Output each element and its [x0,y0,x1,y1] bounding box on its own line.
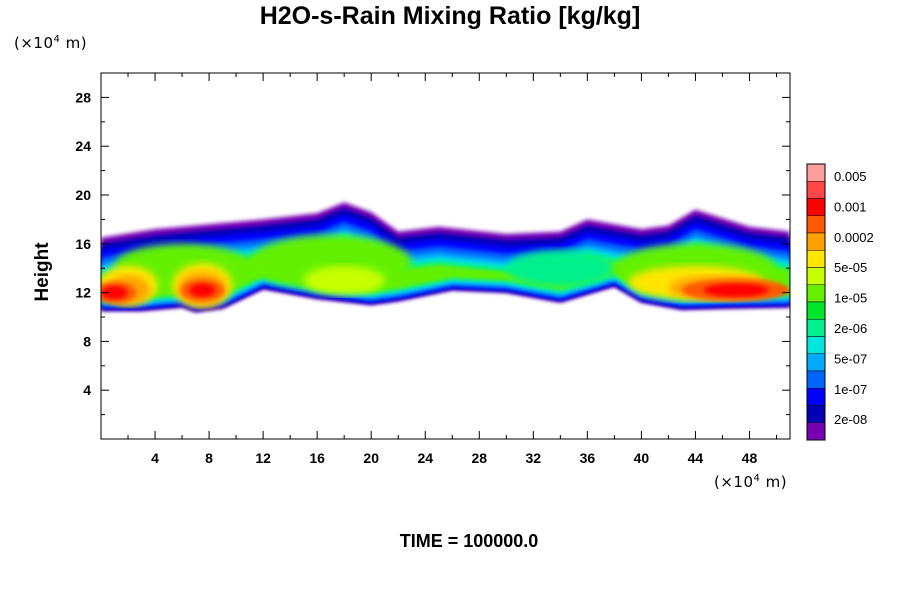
colorbar-swatch [806,250,826,268]
colorbar: 0.005 0.001 0.0002 5e-05 1e-05 2e-06 5e-07 1e-0… [806,163,874,441]
colorbar-swatch [806,232,826,251]
colorbar-label: 5e-07 [834,351,867,366]
y-tick-label: 8 [83,333,91,349]
colorbar-swatch [806,163,826,182]
colorbar-swatch [806,370,826,389]
colorbar-label: 0.0002 [834,230,874,245]
colorbar-swatch [806,181,826,199]
heatmap-core-inner [101,286,128,300]
colorbar-swatch [806,388,826,406]
y-tick-label: 28 [75,89,91,105]
colorbar-label: 0.001 [834,199,867,214]
x-tick-label: 20 [363,450,379,466]
colorbar-swatch [806,405,826,423]
colorbar-label: 2e-08 [834,412,867,427]
colorbar-frame [806,163,826,441]
x-tick-label: 12 [255,450,271,466]
colorbar-swatch [806,336,826,354]
x-tick-label: 16 [309,450,325,466]
heatmap-band [101,240,790,300]
colorbar-label: 1e-05 [834,291,867,306]
y-tick-label: 24 [75,138,91,154]
x-tick-label: 40 [634,450,650,466]
colorbar-label: 1e-07 [834,382,867,397]
x-tick-label: 4 [151,450,159,466]
colorbar-label: 2e-06 [834,321,867,336]
heatmap-core-inner [189,283,216,297]
colorbar-label: 5e-05 [834,260,867,275]
y-tick-label: 4 [83,382,91,398]
time-label: TIME = 100000.0 [399,531,539,551]
heatmap-core-inner [703,283,769,297]
colorbar-swatch [806,353,826,372]
heatmap-field [101,202,790,313]
heatmap-patch [303,265,385,296]
x-tick-label: 8 [205,450,213,466]
colorbar-swatch [806,267,826,285]
y-tick-label: 12 [75,285,91,301]
x-tick-label: 48 [742,450,758,466]
heatmap-patch [506,249,615,287]
x-tick-label: 36 [580,450,596,466]
colorbar-swatch [806,198,826,216]
colorbar-swatch [806,284,826,303]
y-tick-label: 16 [75,236,91,252]
x-tick-label: 24 [417,450,433,466]
plot-frame [100,72,791,440]
y-axis-unit: (×104 m) [14,34,88,52]
colorbar-swatch [806,422,826,441]
x-axis-unit: (×104 m) [714,473,788,491]
x-tick-label: 32 [526,450,542,466]
x-tick-label: 44 [688,450,704,466]
colorbar-label: 0.005 [834,169,867,184]
colorbar-swatch [806,319,826,337]
colorbar-swatch [806,301,826,320]
y-tick-label: 20 [75,187,91,203]
colorbar-swatch [806,215,826,234]
x-tick-label: 28 [471,450,487,466]
chart-title: H2O-s-Rain Mixing Ratio [kg/kg] [259,2,641,30]
